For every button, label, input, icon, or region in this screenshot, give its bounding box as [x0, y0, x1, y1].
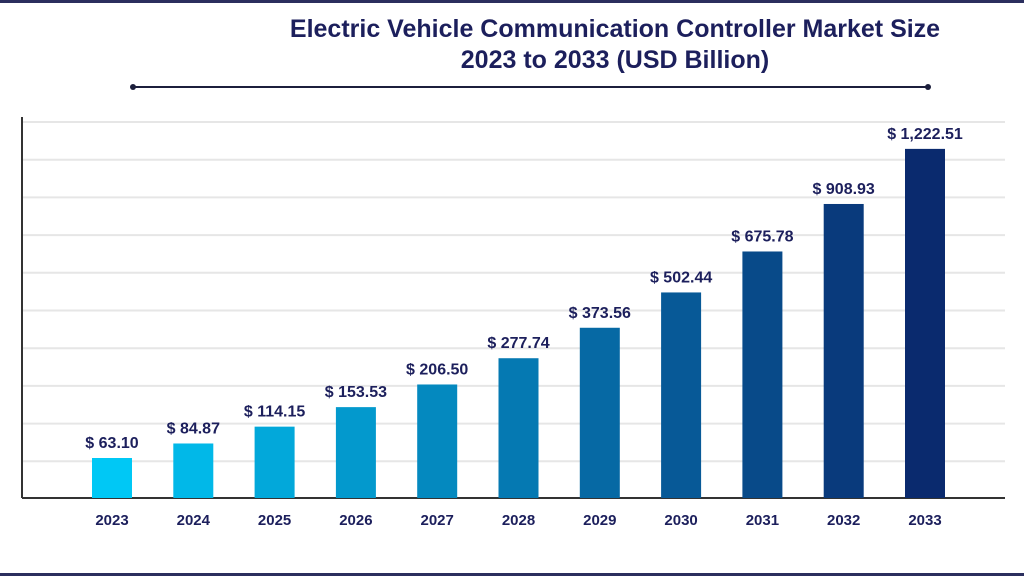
data-label-2025: $ 114.15	[244, 404, 306, 421]
data-label-2030: $ 502.44	[650, 269, 712, 286]
data-label-2024: $ 84.87	[167, 420, 220, 437]
bar-2023	[92, 458, 132, 498]
data-label-2023: $ 63.10	[85, 435, 138, 452]
bar-2031	[742, 251, 783, 498]
divider-dot-right	[925, 84, 931, 90]
data-label-2028: $ 277.74	[487, 335, 549, 352]
x-tick-label: 2032	[827, 512, 860, 529]
x-tick-label: 2025	[258, 512, 291, 529]
x-tick-label: 2029	[583, 512, 616, 529]
bar-2027	[417, 384, 458, 498]
data-label-2029: $ 373.56	[569, 305, 631, 322]
bar-2025	[254, 426, 295, 498]
x-tick-label: 2030	[664, 512, 697, 529]
x-tick-label: 2031	[746, 512, 779, 529]
x-tick-label: 2027	[421, 512, 454, 529]
bar-2026	[335, 407, 376, 498]
bar-2030	[661, 292, 702, 498]
chart-title: Electric Vehicle Communication Controlle…	[200, 14, 1024, 76]
x-tick-label: 2028	[502, 512, 535, 529]
bar-2033	[905, 148, 945, 499]
divider-dot-left	[130, 84, 136, 90]
x-tick-label: 2023	[95, 512, 128, 529]
x-tick-label: 2026	[339, 512, 372, 529]
title-line: Electric Vehicle Communication Controlle…	[289, 15, 941, 43]
data-label-2032: $ 908.93	[813, 181, 875, 198]
bar-2029	[579, 327, 620, 498]
data-label-2031: $ 675.78	[731, 228, 793, 245]
bar-2032	[823, 203, 864, 498]
subtitle-line: 2023 to 2033 (USD Billion)	[460, 46, 770, 74]
top-border	[0, 0, 1024, 3]
bar-2024	[173, 443, 214, 498]
bottom-border	[0, 573, 1024, 576]
x-tick-label: 2024	[177, 512, 211, 529]
data-label-2026: $ 153.53	[325, 384, 387, 401]
bar-2028	[498, 358, 539, 498]
data-label-2027: $ 206.50	[406, 361, 468, 378]
data-label-2033: $ 1,222.51	[887, 126, 963, 143]
x-tick-label: 2033	[908, 512, 941, 529]
